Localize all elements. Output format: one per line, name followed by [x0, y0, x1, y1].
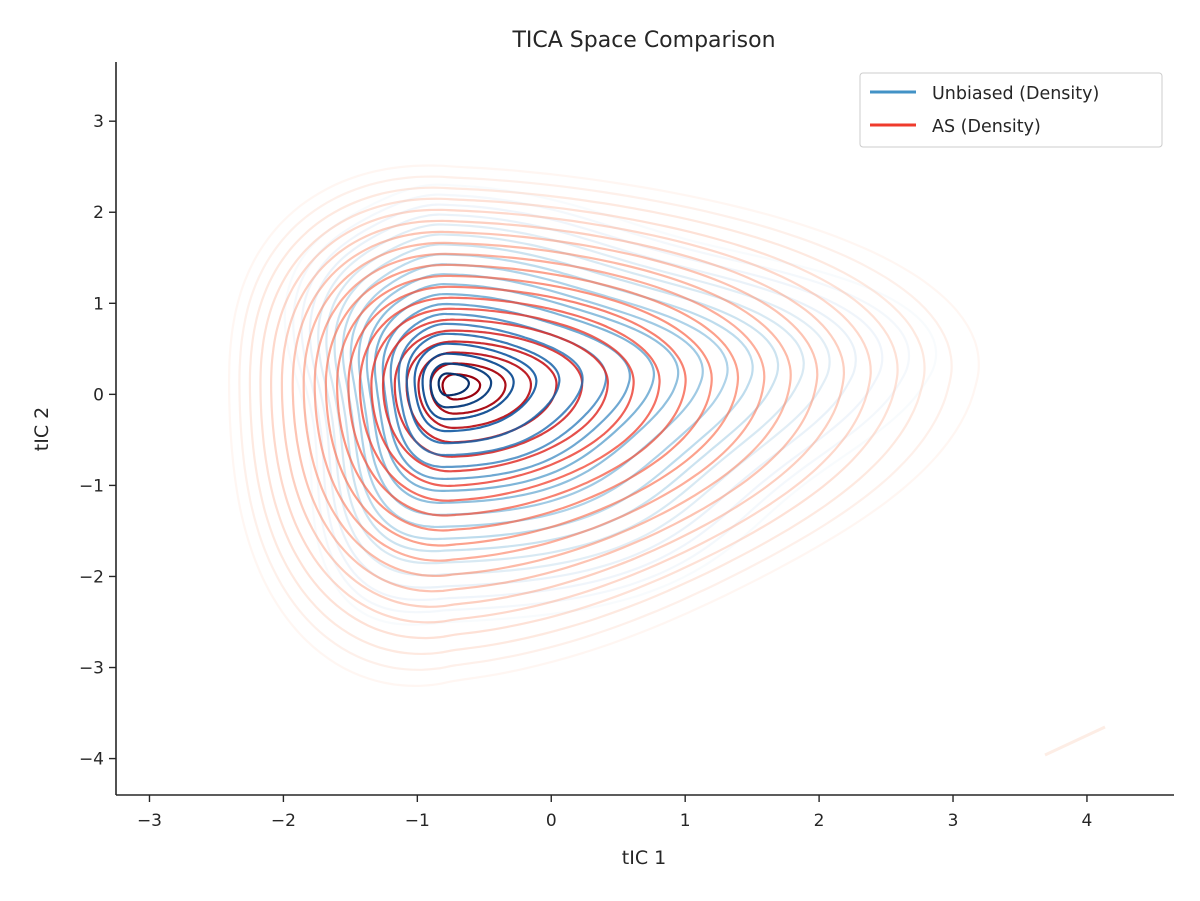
as-contour-line: [324, 263, 740, 547]
unbiased-contour-line: [357, 273, 704, 517]
x-axis-label: tIC 1: [622, 847, 666, 869]
x-ticks: −3 −2 −1 0 1 2 3 4: [137, 795, 1092, 831]
as-contour-line: [441, 373, 482, 401]
y-tick-label: 2: [93, 203, 104, 223]
x-tick-label: −3: [137, 811, 162, 831]
as-contour-line: [335, 274, 713, 532]
as-contour-line: [370, 307, 635, 488]
y-tick-label: 3: [93, 112, 104, 132]
x-tick-label: 1: [680, 811, 691, 831]
unbiased-core-contour-line: [405, 332, 561, 445]
y-tick-label: −2: [79, 567, 104, 587]
chart-title: TICA Space Comparison: [511, 28, 775, 53]
unbiased-contour-line: [349, 263, 729, 529]
as-contour-line: [227, 164, 980, 687]
as-contour-line: [417, 351, 533, 429]
y-tick-label: −1: [79, 476, 104, 496]
y-tick-label: 0: [93, 385, 104, 405]
legend: Unbiased (Density) AS (Density): [859, 72, 1163, 148]
legend-box: [859, 72, 1163, 148]
y-tick-label: −3: [79, 659, 104, 679]
legend-label-unbiased: Unbiased (Density): [932, 84, 1099, 104]
unbiased-contour-line: [283, 183, 938, 626]
as-contour-line: [347, 285, 687, 517]
unbiased-core-contour-line: [429, 362, 493, 409]
as-contour-line: [358, 296, 661, 502]
unbiased-contour-line: [308, 213, 857, 589]
y-tick-label: 1: [93, 294, 104, 314]
as-contour-line: [259, 197, 899, 640]
unbiased-core-contour-line: [413, 342, 538, 433]
stray-density-streak: [1044, 725, 1106, 757]
as-contour-line: [248, 186, 926, 656]
unbiased-contour-line: [365, 283, 680, 504]
plot-area: [227, 164, 1106, 757]
as-contour-line: [238, 175, 953, 671]
as-contour-line: [269, 208, 872, 624]
y-axis-label: tIC 2: [31, 407, 53, 451]
as-contour-line: [280, 219, 846, 608]
x-tick-label: 4: [1082, 811, 1093, 831]
unbiased-core-contour-line: [397, 322, 584, 457]
as-contour-line: [393, 329, 584, 458]
as-contour-line: [291, 230, 819, 593]
unbiased-contour-line: [373, 292, 656, 493]
as-contour-line: [381, 318, 609, 473]
y-ticks: −4 −3 −2 −1 0 1 2 3: [79, 112, 116, 770]
unbiased-core-contour-line: [421, 352, 515, 421]
unbiased-density-core-contours: [397, 322, 584, 457]
x-tick-label: −2: [271, 811, 296, 831]
legend-label-as: AS (Density): [932, 117, 1041, 137]
x-tick-label: −1: [405, 811, 430, 831]
unbiased-contour-line: [389, 312, 608, 469]
as-contour-line: [302, 241, 792, 578]
x-tick-label: 0: [546, 811, 557, 831]
x-tick-label: 2: [814, 811, 825, 831]
y-tick-label: −4: [79, 750, 104, 770]
unbiased-core-contour-line: [437, 372, 471, 397]
as-contour-line: [313, 252, 766, 562]
x-tick-label: 3: [948, 811, 959, 831]
